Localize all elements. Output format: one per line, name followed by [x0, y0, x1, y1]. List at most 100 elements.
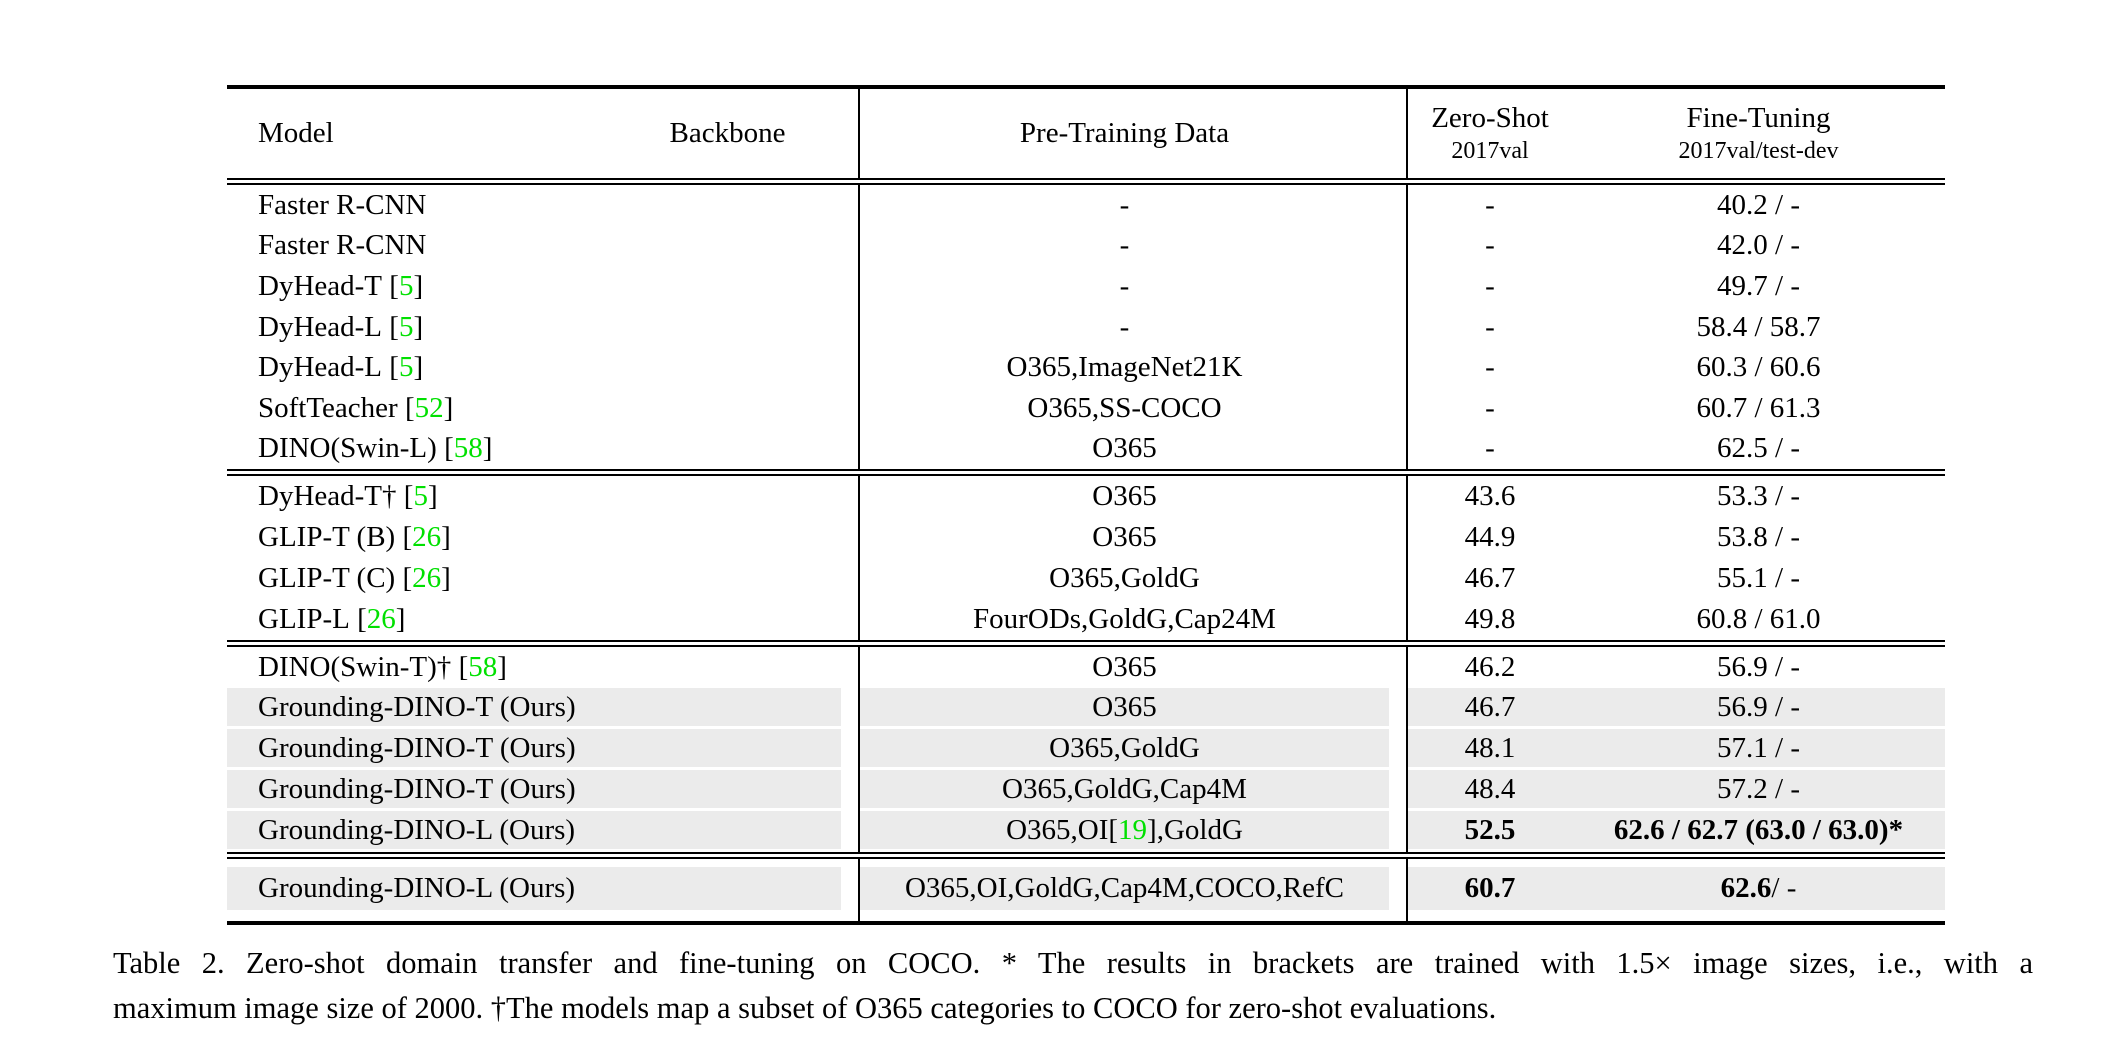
pretraining-data-cell: O365,SS-COCO []: [860, 388, 1389, 429]
fine-tuning-value-cell: 57.1 / -: [1572, 729, 1945, 770]
fine-tuning-value-cell: 56.9 / -: [1572, 647, 1945, 688]
backbone-cell: [614, 388, 841, 429]
citation-link[interactable]: 26: [366, 603, 396, 635]
zero-shot-value: -: [1485, 310, 1495, 343]
zero-shot-value-cell: 46.7: [1408, 688, 1572, 729]
fine-tuning-value-cell: 40.2 / -: [1572, 185, 1945, 226]
backbone-cell: [614, 558, 841, 599]
model-name: Grounding-DINO-T (Ours): [258, 731, 576, 764]
pretraining-data: FourODs,GoldG,Cap24M: [973, 603, 1276, 635]
pretraining-data: O365: [1092, 521, 1157, 553]
model-cell: Grounding-DINO-L (Ours) []: [227, 867, 614, 913]
citation-link[interactable]: 5: [398, 351, 414, 384]
model-name: DyHead-L: [258, 351, 383, 384]
pretraining-data-cell: O365 []: [860, 647, 1389, 688]
zero-shot-value-cell: 52.5: [1408, 811, 1572, 852]
citation: [5]: [382, 269, 424, 302]
zero-shot-value-cell: 48.1: [1408, 729, 1572, 770]
pretraining-data: O365: [1092, 480, 1157, 512]
caption-line-1: Table 2. Zero-shot domain transfer and f…: [113, 946, 2033, 980]
zero-shot-value: -: [1485, 391, 1495, 424]
fine-tuning-value-cell: 57.2 / -: [1572, 770, 1945, 811]
model-cell: DyHead-T† [5]: [227, 476, 614, 517]
model-cell: Faster R-CNN []: [227, 226, 614, 267]
pretraining-data: O365,GoldG,Cap4M: [1002, 772, 1247, 805]
backbone-cell: [614, 517, 841, 558]
pretraining-data: ,GoldG: [1156, 813, 1243, 846]
pretraining-data-cell: - []: [860, 185, 1389, 226]
pretraining-data-cell: O365,ImageNet21K []: [860, 347, 1389, 388]
fine-tuning-value-cell: 62.5 / -: [1572, 428, 1945, 469]
pretraining-data: -: [1119, 269, 1130, 302]
fine-tuning-value-cell: 60.3 / 60.6: [1572, 347, 1945, 388]
fine-tuning-value: 42.0 / -: [1717, 229, 1800, 262]
citation: [5]: [396, 480, 438, 512]
model-name: Grounding-DINO-L (Ours): [258, 813, 576, 846]
fine-tuning-value-cell: 49.7 / -: [1572, 266, 1945, 307]
zero-shot-value: -: [1485, 229, 1495, 262]
model-cell: GLIP-T (C) [26]: [227, 558, 614, 599]
table-row: Grounding-DINO-L (Ours) [] O365,OI [19] …: [227, 811, 1945, 852]
citation: [26]: [395, 521, 451, 553]
pretraining-data: O365,GoldG: [1049, 731, 1200, 764]
header-zero-shot-subtitle: 2017val: [1451, 138, 1529, 164]
table-bottom-rule: [227, 921, 1945, 925]
zero-shot-value: 52.5: [1464, 813, 1516, 846]
model-cell: DyHead-T [5]: [227, 266, 614, 307]
zero-shot-value: -: [1485, 269, 1495, 302]
table-section-grounding-dino: DINO(Swin-T)† [58] O365 [] 46.2 56.9 / -…: [227, 647, 1945, 852]
model-name: DINO(Swin-L): [258, 432, 437, 465]
backbone-cell: [614, 867, 841, 913]
pretraining-data: O365,OI,GoldG,Cap4M,COCO,RefC: [904, 872, 1345, 904]
citation-link[interactable]: 26: [412, 562, 442, 594]
zero-shot-value: 44.9: [1464, 521, 1516, 553]
table-row: Grounding-DINO-T (Ours) [] O365,GoldG []…: [227, 729, 1945, 770]
citation-link[interactable]: 5: [413, 480, 428, 512]
fine-tuning-value: 60.7 / 61.3: [1696, 391, 1821, 424]
backbone-cell: [614, 476, 841, 517]
pretraining-data: O365,ImageNet21K: [1006, 351, 1243, 384]
table-caption: Table 2. Zero-shot domain transfer and f…: [113, 941, 2033, 1031]
header-pretraining-data: Pre-Training Data: [1019, 117, 1230, 149]
pretraining-data: -: [1119, 310, 1130, 343]
model-cell: DyHead-L [5]: [227, 347, 614, 388]
header-fine-tuning-subtitle: 2017val/test-dev: [1678, 138, 1839, 164]
citation-link[interactable]: 58: [468, 651, 498, 683]
citation: [52]: [397, 391, 454, 424]
backbone-cell: [614, 599, 841, 640]
fine-tuning-value-cell: 58.4 / 58.7: [1572, 307, 1945, 348]
table-row: SoftTeacher [52] O365,SS-COCO [] - 60.7 …: [227, 388, 1945, 429]
citation-link[interactable]: 58: [453, 432, 483, 465]
model-name: GLIP-T (B): [258, 521, 396, 553]
model-cell: GLIP-T (B) [26]: [227, 517, 614, 558]
backbone-cell: [614, 347, 841, 388]
citation-link[interactable]: 19: [1118, 813, 1148, 846]
zero-shot-value: 46.2: [1464, 651, 1516, 683]
model-name: DyHead-T: [258, 269, 383, 302]
header-fine-tuning: Fine-Tuning 2017val/test-dev: [1572, 89, 1945, 178]
model-cell: SoftTeacher [52]: [227, 388, 614, 429]
header-fine-tuning-title: Fine-Tuning: [1686, 102, 1831, 134]
citation-link[interactable]: 52: [414, 391, 444, 424]
zero-shot-value-cell: 48.4: [1408, 770, 1572, 811]
backbone-cell: [614, 811, 841, 852]
citation-link[interactable]: 5: [398, 310, 414, 343]
fine-tuning-value: 62.5 / -: [1717, 432, 1800, 465]
table-row: DyHead-T [5] - [] - 49.7 / -: [227, 266, 1945, 307]
backbone-cell: [614, 226, 841, 267]
zero-shot-value-cell: -: [1408, 307, 1572, 348]
citation-link[interactable]: 26: [412, 521, 442, 553]
fine-tuning-value: 53.8 / -: [1717, 521, 1800, 553]
citation: [26]: [395, 562, 451, 594]
table-row: DINO(Swin-T)† [58] O365 [] 46.2 56.9 / -: [227, 647, 1945, 688]
citation-link[interactable]: 5: [398, 269, 414, 302]
section3-separator-rule: [227, 852, 1945, 859]
fine-tuning-value-cell: 53.3 / -: [1572, 476, 1945, 517]
backbone-cell: [614, 428, 841, 469]
model-name: Grounding-DINO-T (Ours): [258, 772, 576, 805]
table-section-zeroshot-baselines: DyHead-T† [5] O365 [] 43.6 53.3 / - GLIP…: [227, 476, 1945, 640]
section2-separator-rule: [227, 640, 1945, 647]
table-row: DyHead-T† [5] O365 [] 43.6 53.3 / -: [227, 476, 1945, 517]
backbone-cell: [614, 307, 841, 348]
pretraining-data: O365: [1092, 432, 1157, 465]
